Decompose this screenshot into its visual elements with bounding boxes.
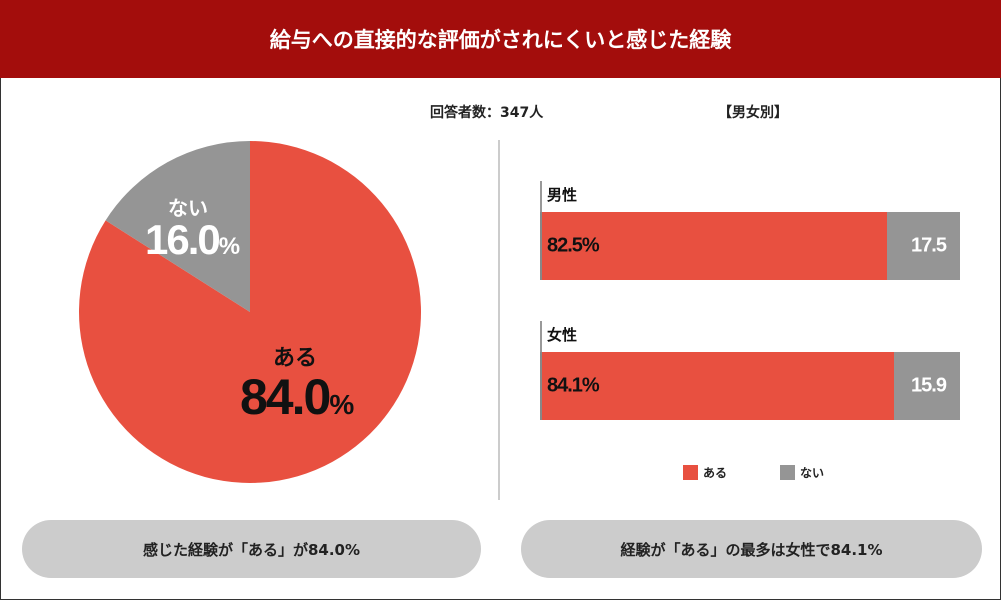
bar-male: 82.5% 17.5	[540, 212, 960, 280]
bar-male-no-label: 17.5	[911, 234, 947, 257]
legend-label-yes: ある	[703, 466, 728, 480]
pie-slice-yes	[78, 141, 421, 483]
bar-label-female: 女性	[540, 321, 577, 353]
pie-label-no: ない	[168, 196, 208, 220]
bar-female-no-label: 15.9	[911, 374, 947, 397]
legend-swatch-yes	[683, 465, 698, 480]
bar-male-yes: 82.5%	[542, 212, 887, 280]
bar-label-male: 男性	[540, 181, 577, 213]
legend-yes: ある	[683, 464, 727, 481]
pie-value-no-number: 16.0	[145, 216, 221, 263]
pie-value-yes-number: 84.0	[240, 369, 331, 425]
bar-male-yes-label: 82.5%	[547, 234, 600, 257]
respondents: 回答者数：347人	[430, 105, 544, 121]
pie-label-yes: ある	[273, 346, 318, 371]
legend-swatch-no	[780, 465, 795, 480]
pie-unit: %	[329, 389, 355, 420]
divider	[498, 140, 500, 500]
pie-value-no: 16.0%	[145, 216, 240, 264]
breakdown-label: 【男女別】	[718, 105, 788, 121]
summary-left: 感じた経験が「ある」が84.0%	[22, 520, 481, 578]
pie-unit: %	[218, 233, 241, 260]
summary-right: 経験が「ある」の最多は女性で84.1%	[521, 520, 982, 578]
pie-slice-no	[105, 141, 250, 312]
page-title: 給与への直接的な評価がされにくいと感じた経験	[0, 0, 1001, 78]
bar-female: 84.1% 15.9	[540, 352, 960, 420]
bar-female-no: 15.9	[893, 352, 960, 420]
bar-male-no: 17.5	[886, 212, 960, 280]
bar-female-yes: 84.1%	[542, 352, 894, 420]
legend-label-no: ない	[800, 466, 825, 480]
legend-no: ない	[780, 464, 824, 481]
pie-value-yes: 84.0%	[240, 368, 354, 426]
pie-chart	[78, 141, 421, 483]
bar-female-yes-label: 84.1%	[547, 374, 600, 397]
